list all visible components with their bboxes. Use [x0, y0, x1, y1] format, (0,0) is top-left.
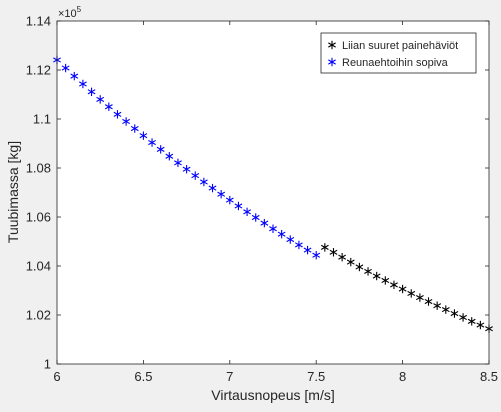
data-point: [338, 252, 347, 262]
y-tick-label: 1.02: [26, 308, 51, 323]
data-point: [450, 309, 459, 318]
axes: 6 6.5 7 7.5 8 8.5 1 1.02 1.04 1.06 1.08 1.1 1.12 1.14: [26, 14, 498, 385]
x-tick-label: 8: [399, 369, 406, 384]
data-point: [364, 267, 372, 276]
data-point: [286, 235, 295, 244]
data-point: [424, 297, 433, 306]
series-1: [53, 55, 321, 260]
data-point: [407, 289, 416, 298]
plot-area: [57, 21, 489, 364]
x-axis-label: Virtausnopeus [m/s]: [211, 387, 334, 403]
data-point: [208, 183, 217, 193]
data-point: [277, 229, 286, 239]
legend-label: Liian suuret painehäviöt: [342, 40, 458, 52]
x-tick-label: 7: [226, 369, 233, 384]
y-tick-label: 1.08: [26, 161, 51, 176]
y-exponent-label: ×105: [58, 5, 82, 20]
data-point: [148, 138, 156, 147]
data-point: [312, 251, 321, 260]
data-point: [217, 190, 226, 199]
data-point: [398, 284, 407, 294]
data-point: [243, 207, 251, 217]
data-point: [70, 71, 79, 81]
data-point: [441, 305, 450, 314]
data-point: [372, 271, 381, 281]
data-point: [225, 195, 234, 205]
data-point: [476, 320, 485, 330]
legend-box: [320, 32, 477, 74]
y-tick-label: 1.14: [26, 14, 51, 29]
legend-label: Reunaehtoihin sopiva: [342, 57, 449, 69]
y-tick-label: 1.12: [26, 63, 51, 78]
data-point: [199, 177, 208, 187]
data-point: [96, 95, 105, 104]
legend: Liian suuret painehäviöt Reunaehtoihin so…: [320, 32, 477, 74]
data-point: [390, 280, 398, 290]
data-point: [459, 313, 467, 322]
data-point: [79, 79, 87, 89]
data-point: [467, 317, 476, 326]
data-point: [251, 213, 260, 222]
data-point: [165, 152, 174, 161]
data-point: [139, 131, 148, 140]
data-point: [113, 110, 122, 119]
x-tick-label: 8.5: [480, 369, 498, 384]
data-point: [355, 262, 364, 272]
data-point: [269, 224, 277, 233]
data-point: [381, 276, 390, 285]
y-tick-label: 1.04: [26, 259, 51, 274]
data-point: [260, 218, 269, 228]
data-point: [234, 201, 243, 211]
data-point: [320, 243, 329, 252]
x-tick-label: 6.5: [134, 369, 152, 384]
data-point: [87, 87, 96, 97]
y-tick-label: 1.06: [26, 210, 51, 225]
data-point: [174, 158, 182, 168]
axes-box: [56, 20, 490, 365]
data-point: [303, 245, 312, 255]
data-point: [415, 293, 424, 302]
data-point: [104, 102, 113, 111]
data-point: [295, 240, 303, 250]
data-point: [122, 117, 131, 126]
y-tick-label: 1: [44, 357, 51, 372]
data-point: [191, 171, 200, 180]
y-tick-label: 1.1: [33, 112, 51, 127]
data-point: [182, 165, 191, 174]
data-point: [61, 63, 70, 73]
data-point: [156, 145, 165, 154]
x-tick-label: 7.5: [307, 369, 325, 384]
data-point: [433, 301, 442, 310]
y-axis-label: Tuubimassa [kg]: [5, 141, 21, 243]
x-tick-label: 6: [53, 369, 60, 384]
data-marks: [53, 55, 493, 333]
data-point: [329, 248, 338, 257]
legend-marker: [328, 40, 336, 50]
data-point: [130, 124, 139, 133]
legend-marker: [328, 57, 336, 67]
data-point: [346, 257, 355, 267]
